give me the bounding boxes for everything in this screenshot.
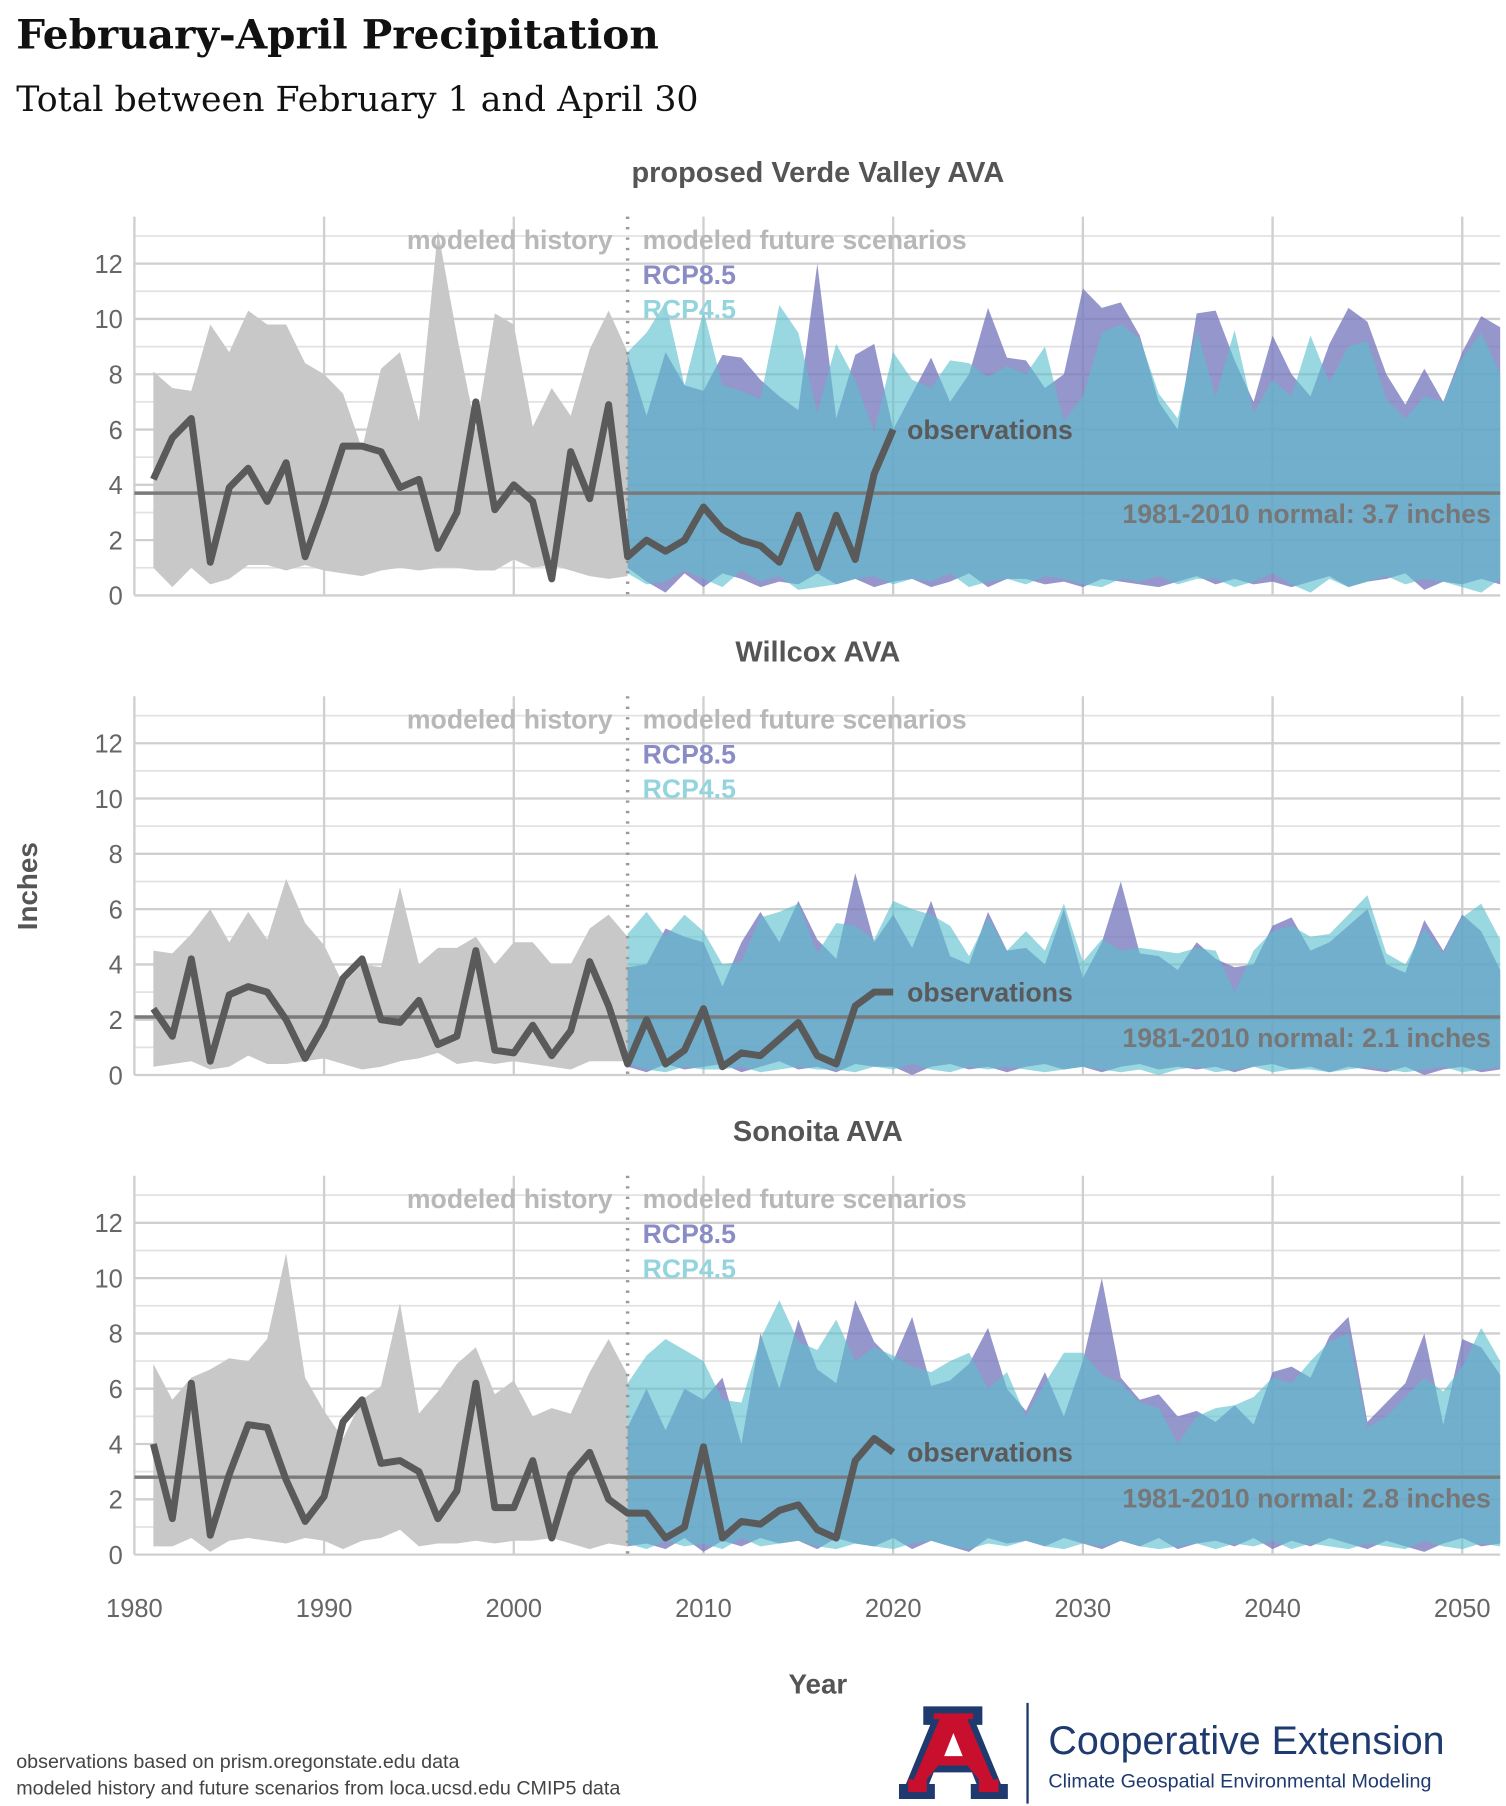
x-tick-label: 1990 [296, 1595, 353, 1623]
y-tick-label: 6 [109, 417, 123, 445]
x-tick-label: 2040 [1244, 1595, 1301, 1623]
series-label: RCP8.5 [643, 739, 736, 769]
series-label: modeled history [407, 1184, 613, 1214]
normal-label: 1981-2010 normal: 2.1 inches [1122, 1023, 1491, 1053]
panel-title: Willcox AVA [735, 636, 900, 668]
y-tick-label: 6 [109, 1376, 123, 1404]
y-tick-label: 6 [109, 896, 123, 924]
footnote: modeled history and future scenarios fro… [16, 1777, 620, 1799]
series-label: observations [907, 415, 1073, 445]
range-band [153, 1253, 628, 1552]
y-tick-label: 0 [109, 583, 123, 611]
series-label: RCP4.5 [643, 774, 736, 804]
y-tick-label: 4 [109, 472, 123, 500]
x-tick-label: 2010 [675, 1595, 732, 1623]
observation-line [150, 398, 897, 583]
y-tick-label: 4 [109, 952, 123, 980]
y-axis-label: Inches [12, 842, 43, 930]
normal-label: 1981-2010 normal: 3.7 inches [1122, 499, 1491, 529]
x-tick-label: 2000 [485, 1595, 542, 1623]
series-label: RCP8.5 [643, 1219, 736, 1249]
series-label: RCP4.5 [643, 295, 736, 325]
y-tick-label: 8 [109, 1321, 123, 1349]
chart-subtitle: Total between February 1 and April 30 [16, 80, 698, 120]
panel-title: Sonoita AVA [733, 1116, 903, 1148]
y-tick-label: 10 [94, 1265, 122, 1293]
y-tick-label: 10 [94, 786, 122, 814]
x-tick-label: 2050 [1434, 1595, 1491, 1623]
x-tick-label: 1980 [106, 1595, 163, 1623]
x-tick-label: 2030 [1055, 1595, 1112, 1623]
y-tick-label: 0 [109, 1062, 123, 1090]
series-label: observations [907, 977, 1073, 1007]
y-tick-label: 8 [109, 841, 123, 869]
y-tick-label: 0 [109, 1542, 123, 1570]
observation-line [149, 1379, 896, 1542]
logo-mark [898, 1706, 1008, 1800]
panel-title: proposed Verde Valley AVA [631, 157, 1004, 189]
footnote: observations based on prism.oregonstate.… [16, 1751, 459, 1773]
future-label: modeled future scenarios [643, 1184, 967, 1214]
x-axis-label: Year [788, 1669, 847, 1700]
x-tick-label: 2020 [865, 1595, 922, 1623]
y-tick-label: 4 [109, 1431, 123, 1459]
y-tick-label: 12 [94, 1210, 122, 1238]
normal-label: 1981-2010 normal: 2.8 inches [1122, 1483, 1491, 1513]
y-tick-label: 10 [94, 306, 122, 334]
series-label: modeled history [407, 705, 613, 735]
series-label: modeled history [407, 225, 613, 255]
y-tick-label: 2 [109, 1487, 123, 1515]
series-label: observations [907, 1438, 1073, 1468]
future-label: modeled future scenarios [643, 225, 967, 255]
observation-line [150, 947, 894, 1071]
y-tick-label: 2 [109, 527, 123, 555]
logo-unit: Climate Geospatial Environmental Modelin… [1048, 1770, 1431, 1792]
range-band [153, 878, 628, 1070]
range-band [627, 302, 1501, 593]
y-tick-label: 2 [109, 1007, 123, 1035]
series-label: RCP8.5 [643, 260, 736, 290]
y-tick-label: 12 [94, 251, 122, 279]
chart-title: February-April Precipitation [16, 11, 659, 59]
future-label: modeled future scenarios [643, 705, 967, 735]
y-tick-label: 8 [109, 362, 123, 390]
y-tick-label: 12 [94, 730, 122, 758]
series-label: RCP4.5 [643, 1254, 736, 1284]
logo-name: Cooperative Extension [1048, 1719, 1444, 1763]
